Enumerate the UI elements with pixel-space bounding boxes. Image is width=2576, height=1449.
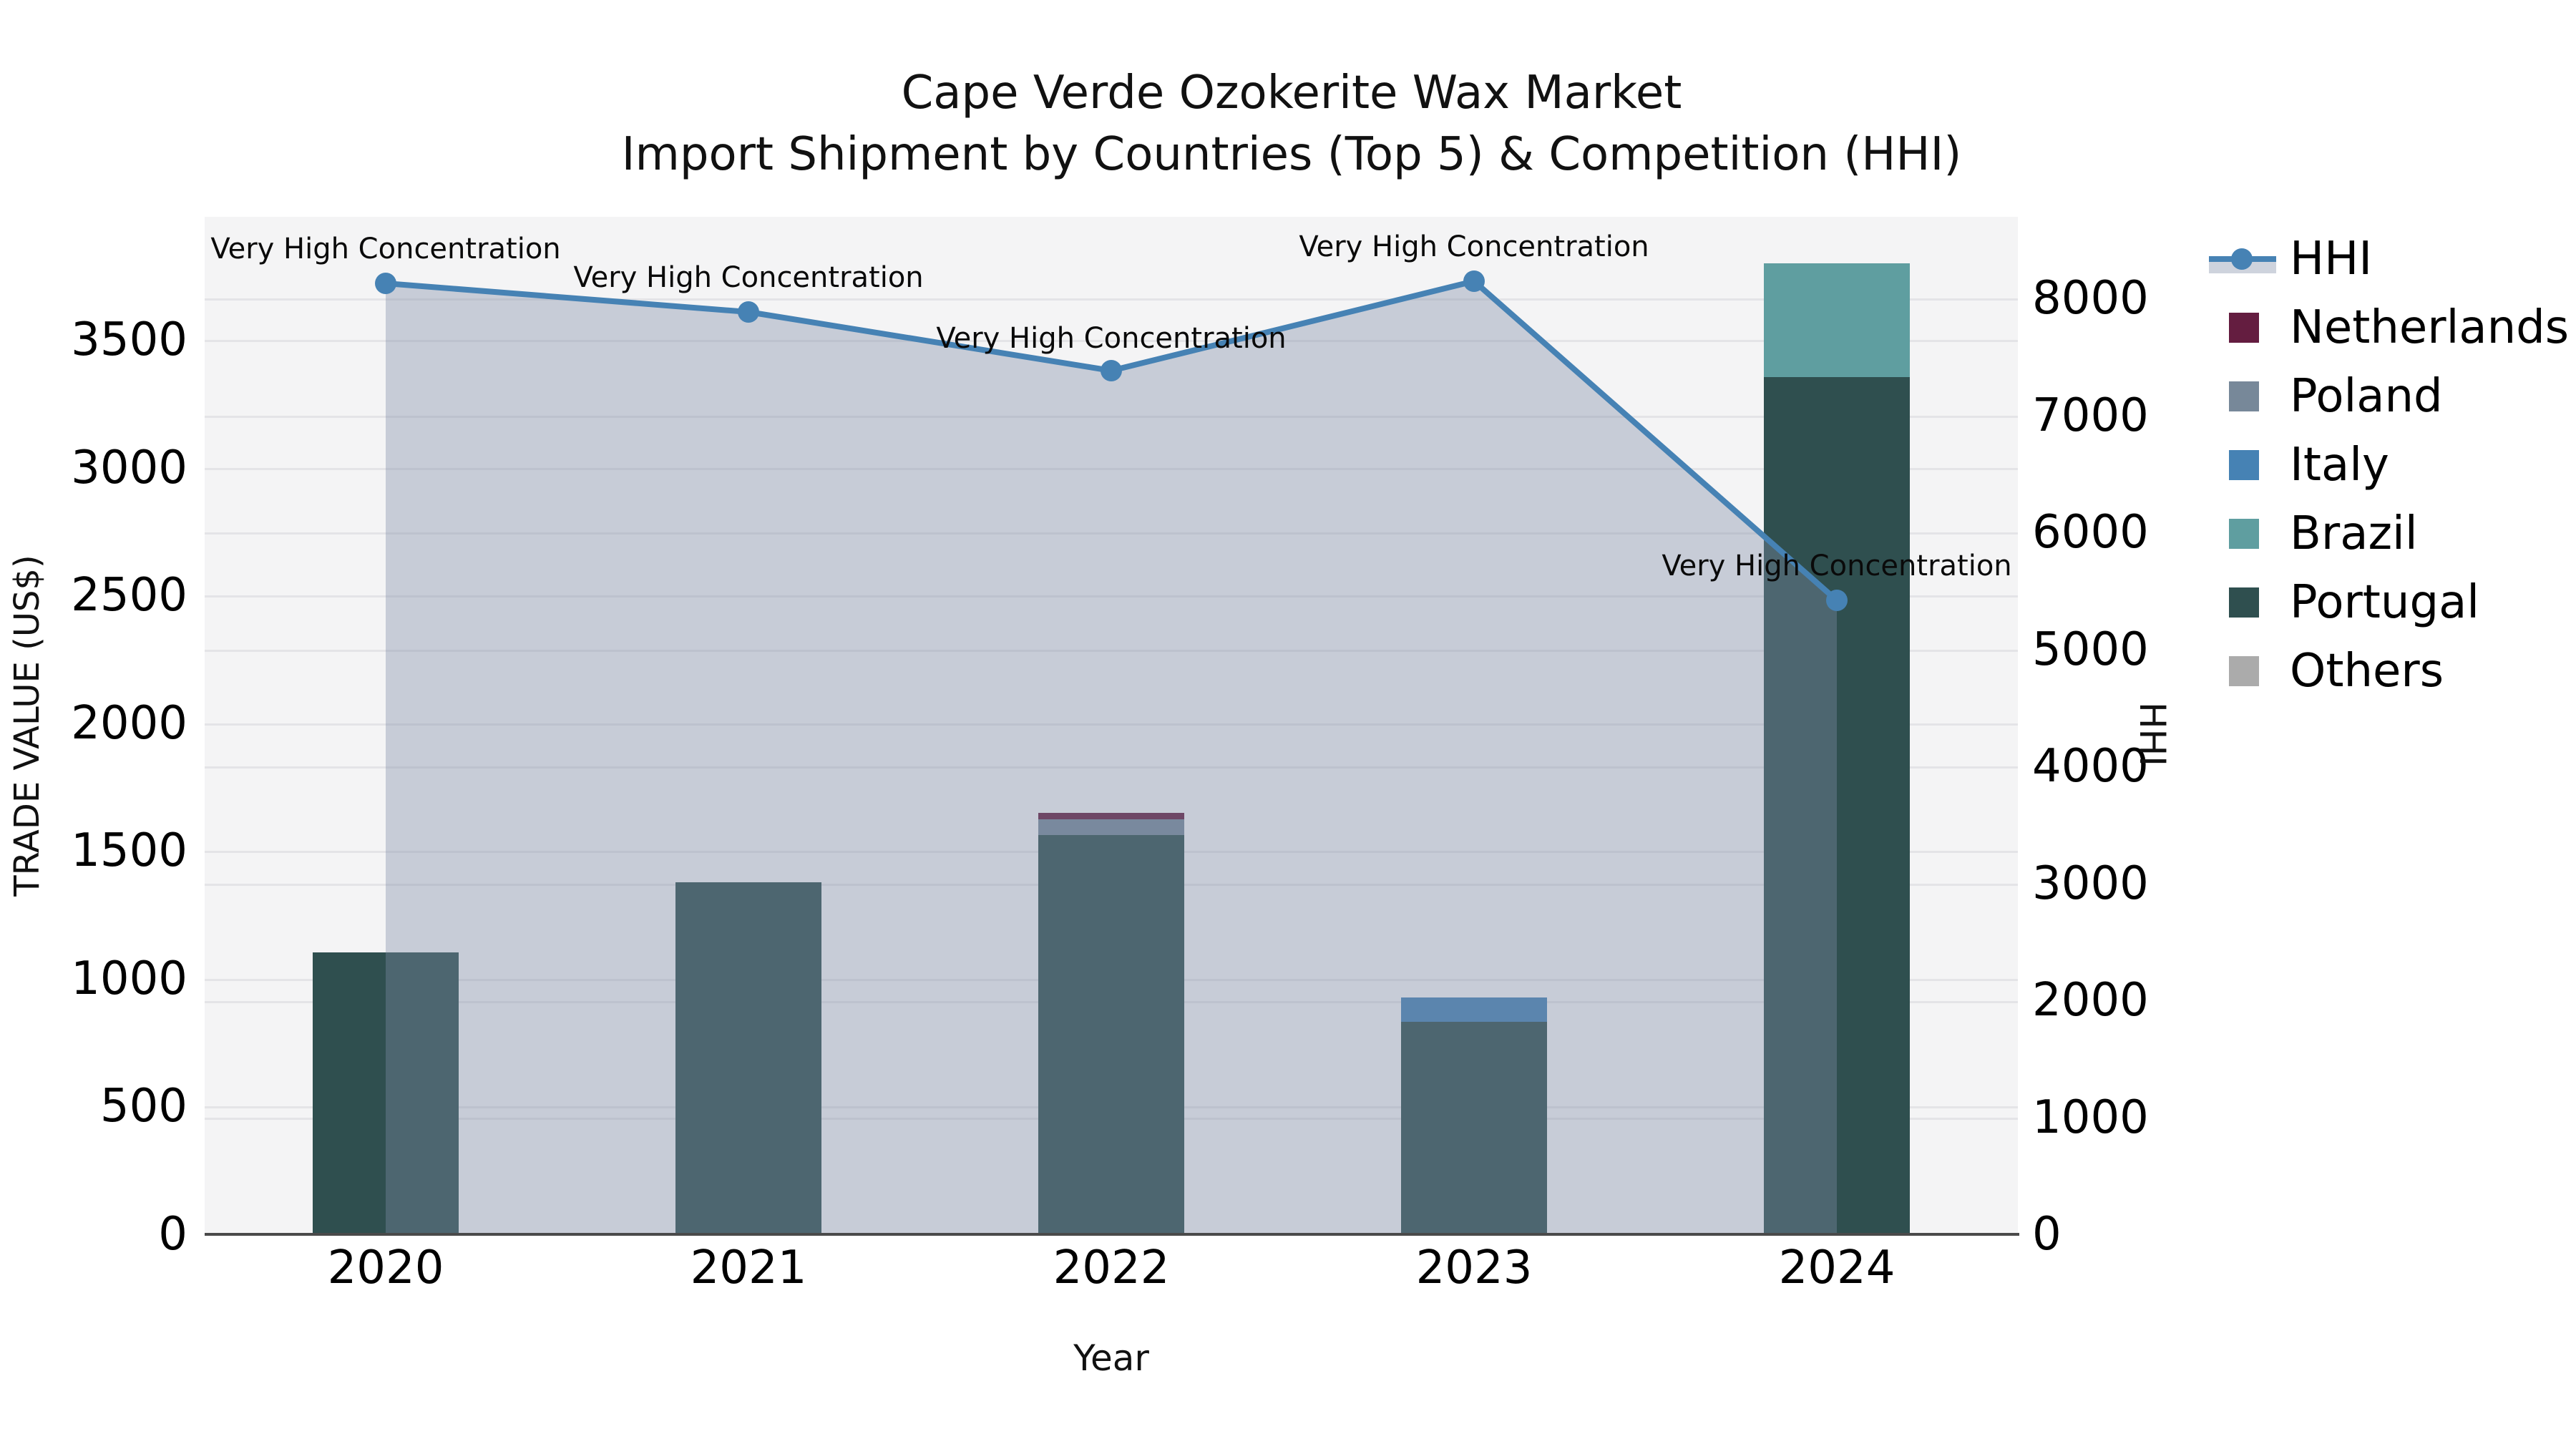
- x-tick-2023: 2023: [1415, 1241, 1533, 1294]
- gridline-left-2500: [205, 595, 2018, 597]
- annotation-2024: Very High Concentration: [1662, 550, 2012, 582]
- right-tick-2000: 2000: [2032, 974, 2149, 1027]
- legend-swatch-netherlands: [2229, 313, 2259, 343]
- annotation-2021: Very High Concentration: [573, 261, 924, 294]
- hhi-marker-2024: [1826, 590, 1848, 611]
- right-tick-3000: 3000: [2032, 857, 2149, 910]
- legend-label-portugal: Portugal: [2290, 576, 2480, 629]
- hhi-area-fill: [386, 281, 1837, 1234]
- left-tick-3000: 3000: [71, 441, 187, 494]
- gridline-right-6000: [205, 532, 2018, 535]
- x-tick-2021: 2021: [690, 1241, 807, 1294]
- right-tick-1000: 1000: [2032, 1091, 2149, 1144]
- hhi-marker-2020: [375, 273, 396, 294]
- bar-2023-portugal: [1401, 1022, 1547, 1234]
- bar-2022-netherlands: [1038, 813, 1184, 819]
- x-tick-2024: 2024: [1778, 1241, 1896, 1294]
- left-tick-1500: 1500: [71, 824, 187, 877]
- gridline-right-7000: [205, 416, 2018, 418]
- left-tick-3500: 3500: [71, 313, 187, 366]
- legend-swatch-poland: [2229, 381, 2259, 411]
- x-tick-2020: 2020: [327, 1241, 444, 1294]
- gridline-right-4000: [205, 766, 2018, 769]
- chart-title: Cape Verde Ozokerite Wax Market: [901, 67, 1682, 119]
- legend-label-poland: Poland: [2290, 370, 2443, 423]
- bar-2023-italy: [1401, 997, 1547, 1022]
- legend-label-hhi: HHI: [2290, 233, 2373, 286]
- bar-2022-portugal: [1038, 835, 1184, 1234]
- bar-2020-portugal: [313, 952, 459, 1234]
- legend-swatch-portugal: [2229, 587, 2259, 618]
- legend-label-italy: Italy: [2290, 439, 2389, 492]
- gridline-left-3500: [205, 340, 2018, 342]
- left-tick-0: 0: [158, 1208, 187, 1261]
- right-tick-0: 0: [2032, 1208, 2062, 1261]
- hhi-overlay: [375, 270, 1848, 1234]
- gridline-left-3000: [205, 468, 2018, 470]
- legend-label-netherlands: Netherlands: [2290, 301, 2570, 354]
- legend-swatch-others: [2229, 656, 2259, 686]
- right-tick-4000: 4000: [2032, 740, 2149, 793]
- legend-label-others: Others: [2290, 645, 2444, 698]
- right-tick-7000: 7000: [2032, 389, 2149, 442]
- x-tick-2022: 2022: [1053, 1241, 1170, 1294]
- gridline-left-2000: [205, 723, 2018, 726]
- left-tick-2500: 2500: [71, 569, 187, 622]
- bar-2024-brazil: [1764, 263, 1910, 377]
- hhi-marker-2022: [1101, 360, 1122, 381]
- legend-hhi-marker-dot: [2231, 248, 2253, 270]
- annotation-2022: Very High Concentration: [936, 322, 1287, 355]
- right-tick-5000: 5000: [2032, 623, 2149, 676]
- right-axis-title: HHI: [2132, 702, 2173, 766]
- bar-2024-portugal: [1764, 377, 1910, 1234]
- x-axis-line: [205, 1233, 2019, 1236]
- legend-swatch-brazil: [2229, 519, 2259, 549]
- left-tick-1000: 1000: [71, 952, 187, 1005]
- hhi-marker-2021: [738, 301, 759, 323]
- legend-swatch-italy: [2229, 450, 2259, 480]
- right-tick-6000: 6000: [2032, 506, 2149, 559]
- x-axis-title: Year: [1073, 1337, 1149, 1379]
- gridline-right-8000: [205, 298, 2018, 301]
- bar-2022-poland: [1038, 819, 1184, 835]
- annotation-2020: Very High Concentration: [210, 233, 561, 265]
- legend-label-brazil: Brazil: [2290, 507, 2418, 560]
- left-tick-500: 500: [99, 1080, 187, 1133]
- left-axis-title: TRADE VALUE (US$): [7, 555, 47, 897]
- gridline-right-5000: [205, 650, 2018, 652]
- left-tick-2000: 2000: [71, 697, 187, 750]
- plot-area: [205, 217, 2018, 1234]
- hhi-marker-2023: [1463, 270, 1485, 292]
- chart-subtitle: Import Shipment by Countries (Top 5) & C…: [621, 128, 1962, 181]
- right-tick-8000: 8000: [2032, 272, 2149, 325]
- annotation-2023: Very High Concentration: [1299, 230, 1649, 263]
- bar-2021-portugal: [675, 882, 821, 1234]
